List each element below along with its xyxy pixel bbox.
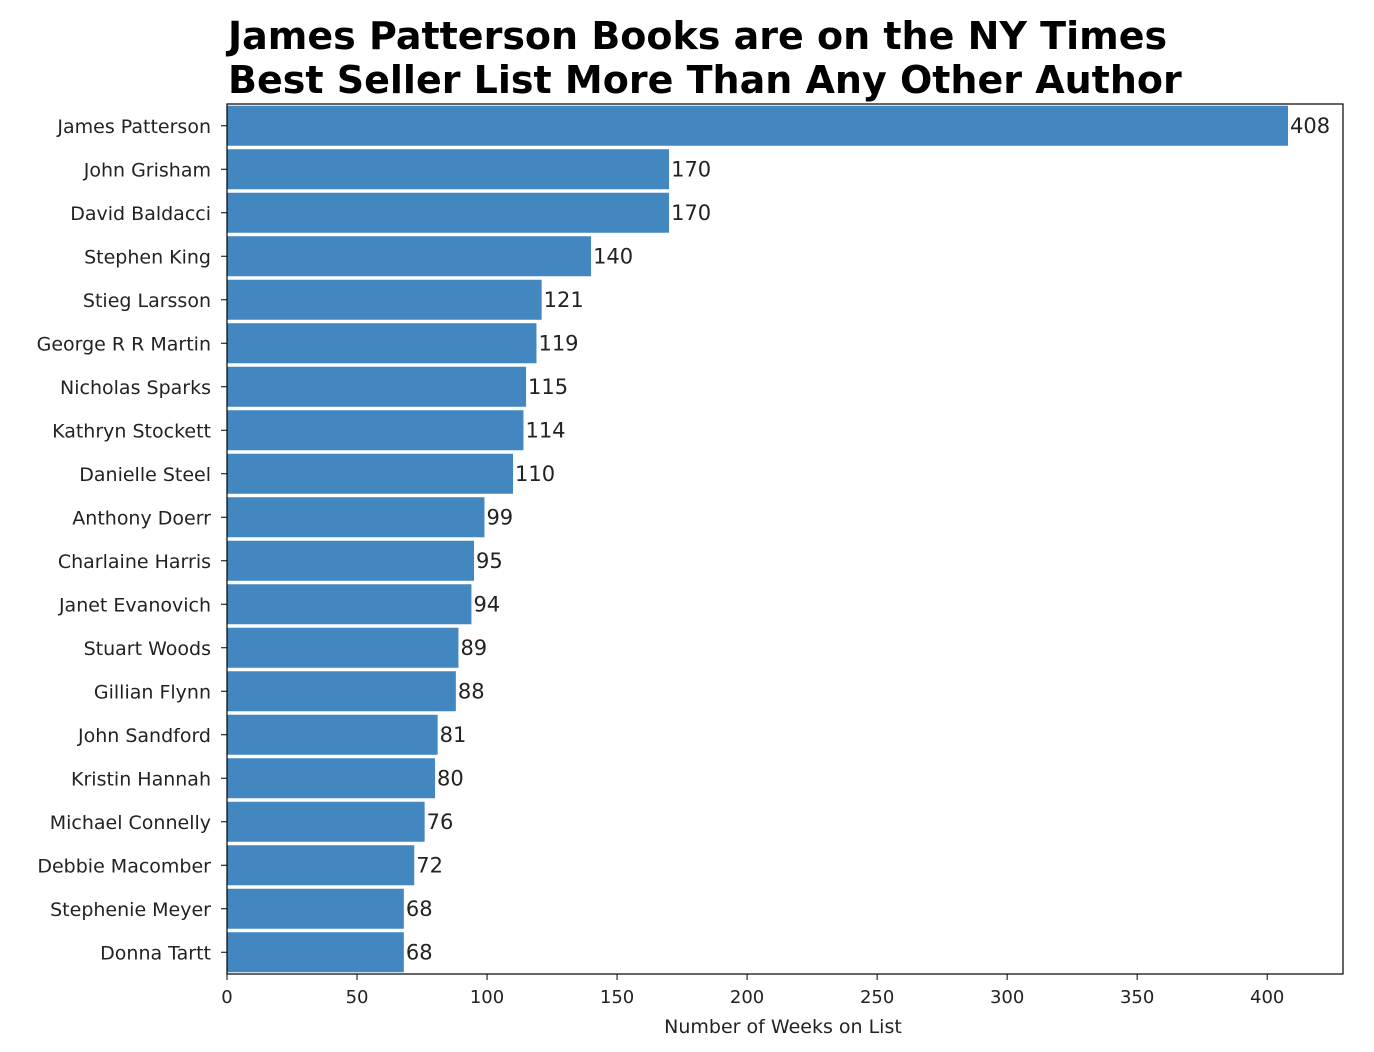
bar bbox=[227, 801, 425, 842]
bar bbox=[227, 149, 670, 190]
bar bbox=[227, 236, 592, 277]
bar bbox=[227, 105, 1288, 146]
x-axis-ticks: 0 50 100 150 200 250 300 350 400 bbox=[221, 974, 1284, 1008]
y-tick-label: Gillian Flynn bbox=[94, 681, 211, 703]
y-tick-label: Stuart Woods bbox=[84, 638, 211, 660]
y-tick-label: George R R Martin bbox=[37, 333, 211, 355]
data-label: 170 bbox=[671, 201, 711, 225]
x-tick-label: 300 bbox=[990, 987, 1024, 1008]
chart-title: James Patterson Books are on the NY Time… bbox=[228, 14, 1182, 102]
y-axis-ticks: James Patterson John Grisham David Baldacc… bbox=[37, 116, 227, 964]
data-label: 88 bbox=[458, 679, 485, 703]
data-label: 94 bbox=[473, 592, 500, 616]
data-label: 119 bbox=[538, 331, 578, 355]
bar bbox=[227, 497, 485, 538]
bar bbox=[227, 888, 404, 929]
y-tick-label: John Sandford bbox=[77, 725, 211, 747]
data-label: 72 bbox=[416, 853, 443, 877]
x-tick-label: 150 bbox=[600, 987, 634, 1008]
bar bbox=[227, 627, 459, 668]
bar bbox=[227, 540, 475, 581]
data-label: 81 bbox=[440, 723, 467, 747]
bar bbox=[227, 714, 438, 755]
data-label: 110 bbox=[515, 462, 555, 486]
y-tick-label: Stephenie Meyer bbox=[50, 899, 211, 921]
x-tick-label: 250 bbox=[860, 987, 894, 1008]
x-tick-label: 100 bbox=[470, 987, 504, 1008]
x-tick-label: 400 bbox=[1250, 987, 1284, 1008]
data-label: 68 bbox=[406, 897, 433, 921]
data-label: 76 bbox=[427, 810, 454, 834]
bar bbox=[227, 366, 527, 407]
y-tick-label: Janet Evanovich bbox=[58, 594, 211, 616]
bar bbox=[227, 845, 415, 886]
y-tick-label: James Patterson bbox=[56, 116, 211, 138]
bar bbox=[227, 758, 436, 799]
data-label: 408 bbox=[1290, 114, 1330, 138]
y-tick-label: Michael Connelly bbox=[50, 812, 211, 834]
bars bbox=[227, 105, 1288, 973]
data-label: 89 bbox=[460, 636, 487, 660]
data-label: 99 bbox=[486, 505, 513, 529]
y-tick-label: Debbie Macomber bbox=[37, 855, 211, 877]
data-label: 170 bbox=[671, 157, 711, 181]
bar bbox=[227, 671, 456, 712]
y-tick-label: Nicholas Sparks bbox=[60, 377, 211, 399]
data-label: 80 bbox=[437, 766, 464, 790]
y-tick-label: Stephen King bbox=[84, 246, 211, 268]
bar bbox=[227, 932, 404, 973]
chart-title-line-2: Best Seller List More Than Any Other Aut… bbox=[228, 58, 1182, 102]
bar bbox=[227, 584, 472, 625]
y-tick-label: Kristin Hannah bbox=[71, 768, 211, 790]
chart-title-line-1: James Patterson Books are on the NY Time… bbox=[228, 14, 1168, 58]
x-axis-label: Number of Weeks on List bbox=[664, 1016, 902, 1038]
bar bbox=[227, 410, 524, 451]
y-tick-label: John Grisham bbox=[83, 159, 211, 181]
data-label: 121 bbox=[544, 288, 584, 312]
data-label: 140 bbox=[593, 244, 633, 268]
y-tick-label: Charlaine Harris bbox=[58, 551, 211, 573]
y-tick-label: Anthony Doerr bbox=[72, 507, 211, 529]
y-tick-label: David Baldacci bbox=[70, 203, 211, 225]
data-label: 115 bbox=[528, 375, 568, 399]
y-tick-label: Stieg Larsson bbox=[83, 290, 211, 312]
data-label: 114 bbox=[525, 418, 565, 442]
x-tick-label: 200 bbox=[730, 987, 764, 1008]
y-tick-label: Kathryn Stockett bbox=[52, 420, 211, 442]
x-tick-label: 50 bbox=[346, 987, 369, 1008]
bar bbox=[227, 279, 542, 320]
bar bbox=[227, 453, 514, 494]
data-label: 68 bbox=[406, 940, 433, 964]
x-tick-label: 0 bbox=[221, 987, 232, 1008]
bar bbox=[227, 192, 670, 233]
y-tick-label: Donna Tartt bbox=[100, 942, 211, 964]
plot-area-frame bbox=[226, 103, 1344, 975]
bar bbox=[227, 323, 537, 364]
data-label: 95 bbox=[476, 549, 503, 573]
y-tick-label: Danielle Steel bbox=[79, 464, 211, 486]
x-tick-label: 350 bbox=[1120, 987, 1154, 1008]
